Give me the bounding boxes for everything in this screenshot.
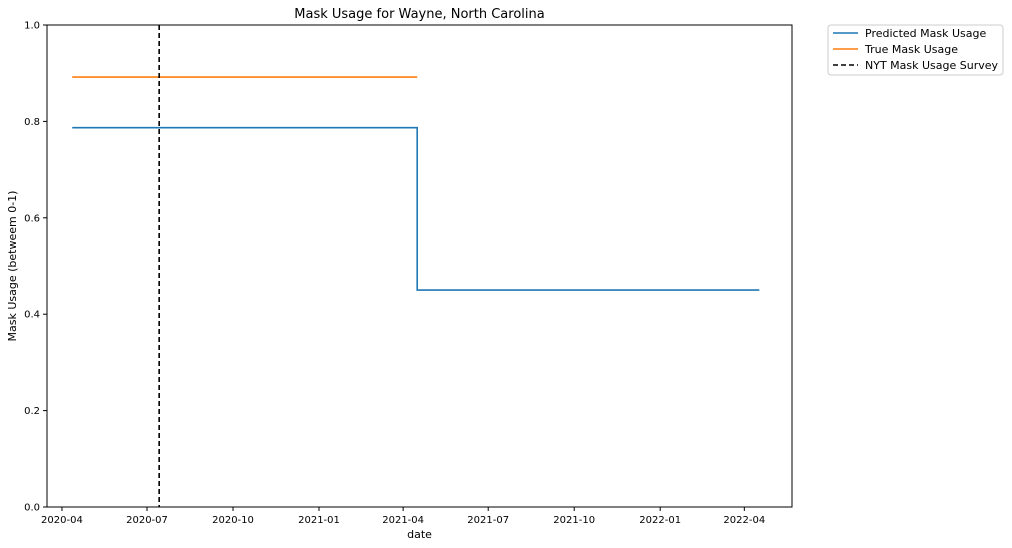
series-line-predicted [72,126,760,291]
chart-title: Mask Usage for Wayne, North Carolina [294,7,544,22]
legend-entry: NYT Mask Usage Survey [865,59,999,72]
x-tick-label: 2021-07 [467,515,509,526]
x-tick-label: 2022-04 [723,515,765,526]
y-tick-label: 0.2 [24,406,40,417]
y-axis-label: Mask Usage (betweem 0-1) [6,191,19,342]
legend: Predicted Mask Usage True Mask Usage NYT M… [827,24,1004,76]
x-tick-label: 2022-01 [639,515,681,526]
y-tick-label: 0.0 [24,503,40,514]
x-axis-label: date [407,528,432,541]
legend-entry: Predicted Mask Usage [865,27,986,40]
legend-entry: True Mask Usage [864,43,958,56]
x-tick-label: 2020-07 [126,515,168,526]
y-tick-label: 1.0 [24,21,40,32]
y-tick-label: 0.6 [24,213,40,224]
legend-box [827,24,1004,76]
x-tick-label: 2020-10 [212,515,254,526]
x-tick-label: 2021-01 [298,515,340,526]
x-tick-label: 2021-04 [382,515,424,526]
x-tick-label: 2020-04 [41,515,83,526]
y-tick-label: 0.4 [24,310,40,321]
y-tick-label: 0.8 [24,117,40,128]
plot-area: 2020-04 2020-07 2020-10 2021-01 2021-04 2021-… [6,7,793,541]
plot-frame [46,24,793,508]
x-tick-label: 2021-10 [553,515,595,526]
